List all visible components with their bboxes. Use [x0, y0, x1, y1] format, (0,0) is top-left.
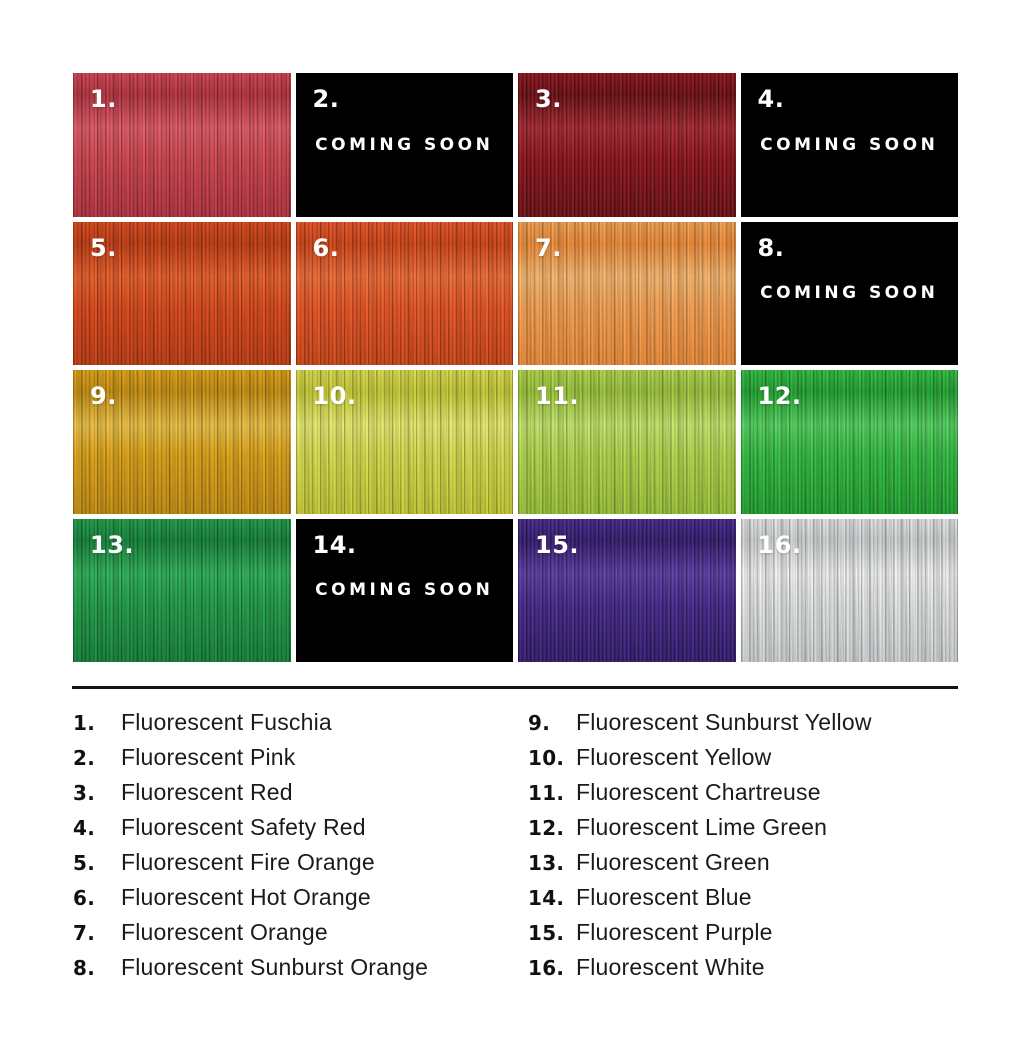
swatch-tile-fluorescent-orange: 7.: [518, 221, 736, 365]
legend-item-label: Fluorescent Lime Green: [576, 814, 828, 840]
legend: 1. Fluorescent Fuschia 2. Fluorescent Pink 3…: [73, 705, 958, 985]
legend-item-label: Fluorescent Safety Red: [121, 814, 366, 840]
legend-item-number: 5.: [73, 850, 96, 875]
legend-item-number: 16.: [528, 955, 565, 980]
tile-number: 2.: [312, 85, 340, 113]
swatch-tile-fluorescent-red: 3.: [518, 73, 736, 217]
tile-number: 16.: [757, 530, 802, 559]
legend-item: 4. Fluorescent Safety Red: [73, 810, 528, 845]
coming-soon-label: COMING SOON: [315, 134, 494, 155]
legend-item-label: Fluorescent Sunburst Orange: [121, 954, 429, 980]
swatch-tile-fluorescent-fire-orange: 5.: [73, 221, 291, 365]
legend-item: 6. Fluorescent Hot Orange: [73, 880, 528, 915]
tile-number: 6.: [312, 233, 340, 262]
legend-item-number: 4.: [73, 815, 96, 840]
swatch-tile-fluorescent-chartreuse: 11.: [518, 370, 736, 514]
swatch-tile-fluorescent-fuschia: 1.: [73, 73, 291, 217]
coming-soon-label: COMING SOON: [760, 283, 939, 304]
legend-item-number: 7.: [73, 920, 96, 945]
tile-number: 3.: [535, 85, 562, 113]
swatch-grid: 1. 2. COMING SOON 3. 4. COMING SOON 5. 6. 7. 8. CO…: [73, 73, 958, 662]
swatch-tile-fluorescent-yellow: 10.: [295, 370, 513, 514]
legend-item-label: Fluorescent White: [576, 954, 765, 980]
swatch-tile-fluorescent-purple: 15.: [518, 518, 736, 662]
legend-item-number: 1.: [73, 710, 96, 735]
swatch-tile-fluorescent-green: 13.: [73, 518, 291, 662]
legend-item: 2. Fluorescent Pink: [73, 740, 528, 775]
legend-item: 8. Fluorescent Sunburst Orange: [73, 950, 528, 985]
coming-soon-label: COMING SOON: [315, 580, 494, 601]
legend-item-label: Fluorescent Blue: [576, 884, 752, 910]
legend-item-number: 15.: [528, 920, 565, 945]
legend-item: 13. Fluorescent Green: [528, 845, 958, 880]
legend-item-label: Fluorescent Fuschia: [121, 709, 332, 735]
legend-item-label: Fluorescent Sunburst Yellow: [576, 709, 872, 735]
tile-number: 14.: [312, 530, 357, 559]
swatch-tile-fluorescent-safety-red: 4. COMING SOON: [740, 73, 958, 217]
legend-item: 14. Fluorescent Blue: [528, 880, 958, 915]
tile-number: 10.: [312, 382, 357, 410]
legend-item: 7. Fluorescent Orange: [73, 915, 528, 950]
legend-item-label: Fluorescent Purple: [576, 919, 773, 945]
swatch-tile-fluorescent-sunburst-orange: 8. COMING SOON: [740, 221, 958, 365]
swatch-tile-fluorescent-white: 16.: [740, 518, 958, 662]
swatch-tile-fluorescent-pink: 2. COMING SOON: [295, 73, 513, 217]
coming-soon-label: COMING SOON: [760, 134, 939, 155]
legend-item-label: Fluorescent Orange: [121, 919, 328, 945]
legend-item-label: Fluorescent Pink: [121, 744, 296, 770]
legend-item-label: Fluorescent Red: [121, 779, 293, 805]
legend-item: 15. Fluorescent Purple: [528, 915, 958, 950]
legend-item-number: 12.: [528, 815, 565, 840]
legend-item: 9. Fluorescent Sunburst Yellow: [528, 705, 958, 740]
tile-number: 12.: [757, 382, 802, 410]
legend-item-number: 3.: [73, 780, 96, 805]
legend-item: 5. Fluorescent Fire Orange: [73, 845, 528, 880]
legend-item-label: Fluorescent Green: [576, 849, 770, 875]
tile-number: 8.: [757, 233, 785, 262]
tile-number: 1.: [90, 85, 117, 113]
legend-item-label: Fluorescent Hot Orange: [121, 884, 371, 910]
tile-number: 5.: [90, 233, 117, 262]
swatch-tile-fluorescent-sunburst-yellow: 9.: [73, 370, 291, 514]
tile-number: 15.: [535, 530, 580, 559]
legend-item-number: 11.: [528, 780, 565, 805]
legend-item: 10. Fluorescent Yellow: [528, 740, 958, 775]
tile-number: 4.: [757, 85, 785, 113]
legend-divider: [72, 686, 958, 689]
legend-item-number: 10.: [528, 745, 565, 770]
legend-item: 11. Fluorescent Chartreuse: [528, 775, 958, 810]
legend-item-label: Fluorescent Chartreuse: [576, 779, 821, 805]
swatch-tile-fluorescent-hot-orange: 6.: [295, 221, 513, 365]
legend-item: 16. Fluorescent White: [528, 950, 958, 985]
tile-number: 7.: [535, 233, 562, 262]
legend-column-1: 1. Fluorescent Fuschia 2. Fluorescent Pink 3…: [73, 705, 528, 985]
tile-number: 11.: [535, 382, 580, 410]
legend-item-number: 9.: [528, 710, 551, 735]
legend-item-label: Fluorescent Fire Orange: [121, 849, 375, 875]
legend-item-number: 2.: [73, 745, 96, 770]
legend-item-number: 8.: [73, 955, 96, 980]
swatch-tile-fluorescent-lime-green: 12.: [740, 370, 958, 514]
tile-number: 13.: [90, 530, 135, 559]
legend-item-label: Fluorescent Yellow: [576, 744, 772, 770]
legend-item-number: 14.: [528, 885, 565, 910]
legend-column-2: 9. Fluorescent Sunburst Yellow 10. Fluoresc…: [528, 705, 958, 985]
legend-item: 1. Fluorescent Fuschia: [73, 705, 528, 740]
swatch-tile-fluorescent-blue: 14. COMING SOON: [295, 518, 513, 662]
legend-item-number: 13.: [528, 850, 565, 875]
legend-item: 3. Fluorescent Red: [73, 775, 528, 810]
tile-number: 9.: [90, 382, 117, 410]
legend-item: 12. Fluorescent Lime Green: [528, 810, 958, 845]
legend-item-number: 6.: [73, 885, 96, 910]
